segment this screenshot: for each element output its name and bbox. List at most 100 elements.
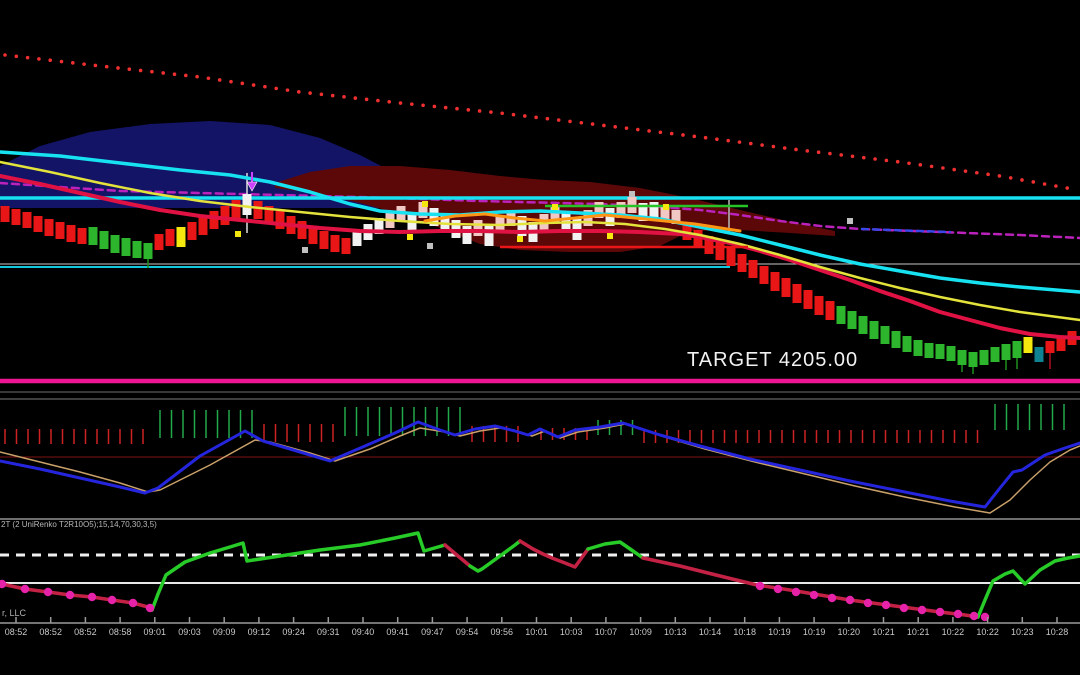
dotted-red-series <box>749 141 753 146</box>
time-label: 10:19 <box>768 627 791 637</box>
dotted-red-series <box>161 71 165 75</box>
dotted-red-series <box>82 62 86 66</box>
time-label: 09:31 <box>317 627 340 637</box>
dotted-red-series <box>285 88 290 92</box>
dotted-red-series <box>681 133 685 137</box>
yellow-dot-marker <box>407 234 413 240</box>
price-bar <box>462 226 472 244</box>
dashdot-magenta-series <box>0 181 1080 240</box>
price-bar <box>319 231 329 249</box>
price-bar <box>594 202 604 218</box>
time-label: 10:13 <box>664 627 687 637</box>
time-label: 10:03 <box>559 627 583 637</box>
stoch-dot <box>845 595 855 605</box>
stoch-dot <box>43 587 53 597</box>
main-price-panel[interactable] <box>0 0 1080 393</box>
price-bar <box>275 211 285 229</box>
price-bar <box>429 208 439 226</box>
price-bar <box>352 230 362 246</box>
stoch-dot <box>791 587 801 597</box>
dotted-red-series <box>613 125 617 129</box>
dotted-red-series <box>715 137 719 141</box>
price-bar <box>1056 337 1066 351</box>
dotted-red-series <box>782 146 787 150</box>
dotted-red-series <box>319 92 324 97</box>
dotted-red-series <box>342 95 346 99</box>
dotted-red-series <box>602 123 606 128</box>
stoch-panel[interactable] <box>0 532 1080 620</box>
dotted-red-series <box>975 170 979 175</box>
price-bar <box>990 347 1000 362</box>
time-label: 09:56 <box>490 627 514 637</box>
stoch-dot <box>107 595 117 605</box>
time-label: 10:21 <box>906 627 930 637</box>
price-bar <box>297 221 307 239</box>
dotted-red-series <box>590 122 595 126</box>
stoch-dot <box>899 603 909 613</box>
dotted-red-series <box>353 96 358 100</box>
yellow-ma <box>0 160 1080 322</box>
dotted-red-series <box>387 100 392 104</box>
dotted-red-series <box>986 172 990 177</box>
price-bar <box>638 203 648 221</box>
dotted-red-series <box>941 166 945 170</box>
price-bar <box>935 344 945 359</box>
dotted-red-series <box>308 91 312 95</box>
price-bar <box>330 235 340 252</box>
dotted-red-series <box>421 103 425 108</box>
price-bar <box>968 352 978 367</box>
time-label: 09:09 <box>212 627 236 637</box>
gray-dot-marker <box>427 243 433 249</box>
price-bar <box>374 218 384 234</box>
price-bar <box>715 242 725 260</box>
dotted-red-series <box>410 102 414 106</box>
dotted-red-series <box>500 111 505 116</box>
dotted-red-series <box>850 154 855 159</box>
price-bar <box>165 229 175 246</box>
price-bar <box>957 350 967 365</box>
price-bar <box>484 226 494 246</box>
dotted-red-series <box>466 108 471 112</box>
price-bar <box>11 209 21 225</box>
dotted-red-series <box>997 174 1002 178</box>
price-bar <box>187 222 197 240</box>
dotted-red-series <box>760 143 764 147</box>
dotted-red-series <box>229 79 233 84</box>
price-bar <box>616 202 626 218</box>
time-label: 10:18 <box>733 627 756 637</box>
entry-arrow-marker <box>246 181 258 192</box>
price-bar <box>869 321 879 339</box>
dotted-red-series <box>48 58 52 63</box>
price-bar <box>814 296 824 315</box>
price-bar <box>759 266 769 284</box>
price-bar <box>473 220 483 236</box>
price-bar <box>891 331 901 348</box>
price-bar <box>946 346 956 361</box>
indicator-settings-label: 2T (2 UniRenko T2R10O5);15,14,70,30,3,5) <box>1 520 157 529</box>
time-label: 08:52 <box>39 627 62 637</box>
dotted-red-series <box>184 73 188 78</box>
macd-panel[interactable] <box>0 399 1080 519</box>
price-bar <box>1012 341 1022 358</box>
time-label: 10:20 <box>837 627 861 637</box>
dotted-red-series <box>251 83 256 87</box>
dotted-red-series <box>873 157 877 161</box>
price-bar <box>77 228 87 244</box>
dotted-red-series <box>816 150 821 155</box>
time-label: 10:09 <box>629 627 652 637</box>
time-label: 09:54 <box>455 627 479 637</box>
stoch-line-segment <box>586 540 645 560</box>
stoch-dot <box>0 579 7 589</box>
stoch-line-segment <box>468 539 522 573</box>
dotted-red-series <box>93 63 98 68</box>
price-bar <box>99 231 109 249</box>
dotted-red-series <box>929 164 934 169</box>
time-label: 08:52 <box>74 627 97 637</box>
dotted-red-series <box>545 116 550 121</box>
dotted-red-series <box>839 153 843 157</box>
yellow-dot-marker <box>235 231 241 237</box>
time-label: 09:12 <box>247 627 271 637</box>
time-label: 10:23 <box>1011 627 1034 637</box>
dotted-red-series <box>952 167 956 172</box>
